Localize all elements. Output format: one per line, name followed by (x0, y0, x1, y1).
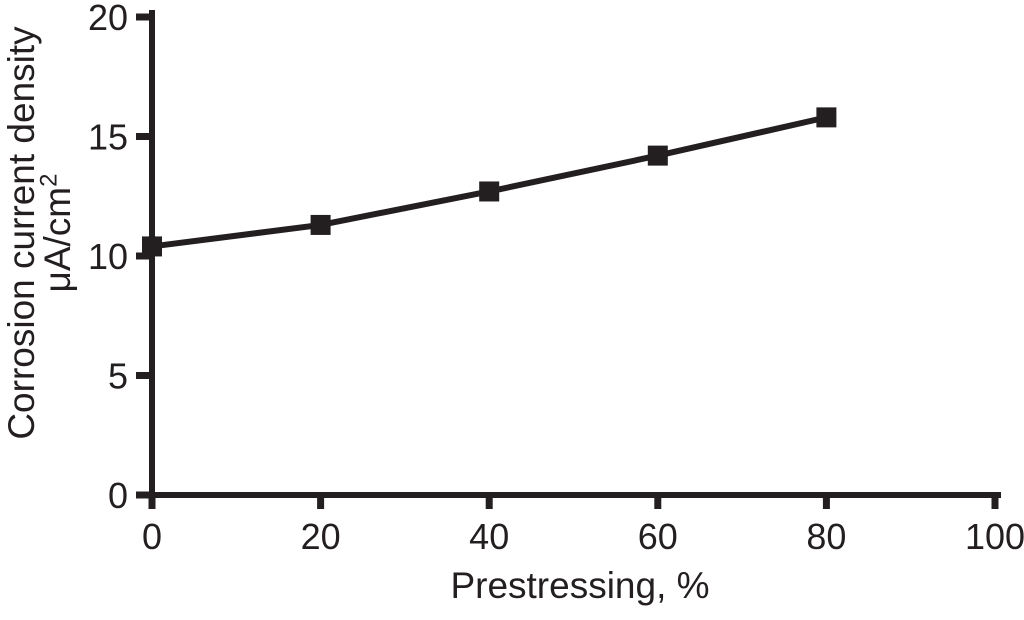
data-point-marker (310, 214, 331, 235)
data-point-marker (142, 236, 162, 257)
x-tick-label: 60 (638, 516, 678, 557)
x-tick-label: 20 (301, 516, 341, 557)
x-tick-label: 40 (469, 516, 509, 557)
data-point-marker (816, 107, 837, 128)
unit-superscript: 2 (35, 173, 63, 187)
x-tick-label: 100 (965, 516, 1024, 557)
y-tick-label: 15 (88, 117, 128, 158)
y-tick-label: 10 (88, 236, 128, 277)
y-axis-title: Corrosion current density μA/cm2 (1, 26, 78, 440)
data-point-marker (479, 181, 500, 202)
y-tick-label: 5 (108, 356, 128, 397)
y-tick-label: 20 (88, 0, 128, 38)
x-tick-label: 80 (806, 516, 846, 557)
x-axis-title: Prestressing, % (450, 565, 710, 606)
x-tick-label: 0 (142, 516, 162, 557)
y-axis-title-line1: Corrosion current density (1, 26, 42, 440)
y-axis-title-unit: μA/cm2 (35, 173, 78, 293)
data-point-marker (647, 145, 668, 166)
y-tick-label: 0 (108, 475, 128, 516)
